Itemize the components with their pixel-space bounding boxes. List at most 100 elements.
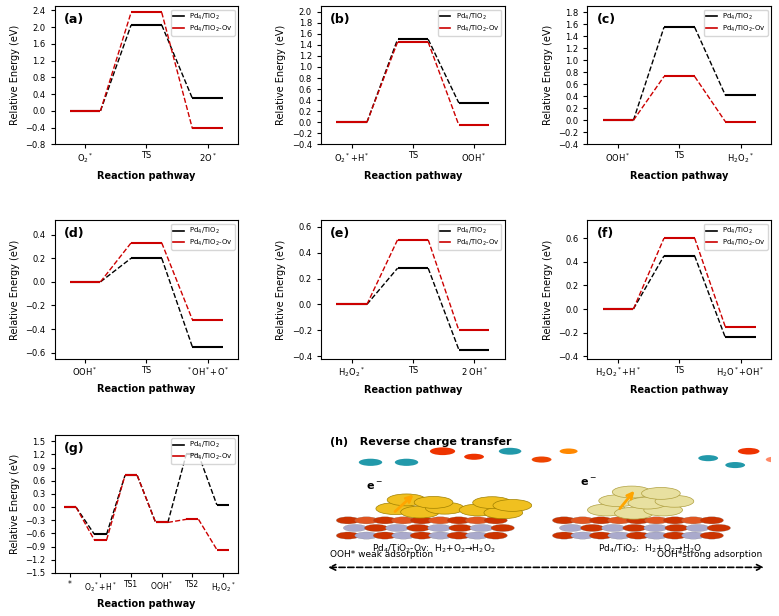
Circle shape <box>410 517 434 524</box>
Circle shape <box>552 517 576 524</box>
Y-axis label: Relative Energy (eV): Relative Energy (eV) <box>9 240 19 339</box>
Circle shape <box>665 524 689 532</box>
Legend: Pd$_4$/TiO$_2$, Pd$_4$/TiO$_2$-Ov: Pd$_4$/TiO$_2$, Pd$_4$/TiO$_2$-Ov <box>704 10 768 36</box>
Circle shape <box>698 455 718 461</box>
X-axis label: Reaction pathway: Reaction pathway <box>630 171 728 180</box>
Circle shape <box>473 496 512 509</box>
Circle shape <box>628 497 667 509</box>
Circle shape <box>626 517 650 524</box>
X-axis label: Reaction pathway: Reaction pathway <box>364 385 462 395</box>
Circle shape <box>552 532 576 539</box>
Circle shape <box>430 447 455 455</box>
Text: Pd$_4$/TiO$_2$-Ov:  H$_2$+O$_2$→H$_2$O$_2$: Pd$_4$/TiO$_2$-Ov: H$_2$+O$_2$→H$_2$O$_2… <box>372 543 495 555</box>
Circle shape <box>428 517 452 524</box>
Circle shape <box>425 502 464 514</box>
Circle shape <box>376 503 414 514</box>
Circle shape <box>392 517 415 524</box>
Text: (d): (d) <box>64 227 84 240</box>
Circle shape <box>686 524 710 532</box>
Text: (b): (b) <box>330 13 351 26</box>
Circle shape <box>386 524 409 532</box>
Legend: Pd$_4$/TiO$_2$, Pd$_4$/TiO$_2$-Ov: Pd$_4$/TiO$_2$, Pd$_4$/TiO$_2$-Ov <box>171 438 234 464</box>
Circle shape <box>449 524 472 532</box>
X-axis label: Reaction pathway: Reaction pathway <box>630 385 728 395</box>
Text: (h)   Reverse charge transfer: (h) Reverse charge transfer <box>330 437 512 447</box>
Circle shape <box>590 517 613 524</box>
Circle shape <box>682 532 705 539</box>
Y-axis label: Relative Energy (eV): Relative Energy (eV) <box>277 25 286 126</box>
Circle shape <box>643 524 667 532</box>
Text: (e): (e) <box>330 227 351 240</box>
Circle shape <box>414 496 453 508</box>
Circle shape <box>682 517 705 524</box>
Circle shape <box>484 517 507 524</box>
Circle shape <box>491 524 514 532</box>
Circle shape <box>447 532 471 539</box>
Circle shape <box>532 456 552 463</box>
Circle shape <box>587 504 626 516</box>
Y-axis label: Relative Energy (eV): Relative Energy (eV) <box>543 240 553 339</box>
Circle shape <box>410 532 434 539</box>
Text: Pd$_4$/TiO$_2$:  H$_2$+O$_2$→H$_2$O: Pd$_4$/TiO$_2$: H$_2$+O$_2$→H$_2$O <box>597 543 702 555</box>
Circle shape <box>373 517 397 524</box>
X-axis label: Reaction pathway: Reaction pathway <box>97 171 196 180</box>
Circle shape <box>738 448 760 455</box>
Text: OOH* weak adsorption: OOH* weak adsorption <box>330 550 433 559</box>
Circle shape <box>459 504 498 516</box>
Legend: Pd$_4$/TiO$_2$, Pd$_4$/TiO$_2$-Ov: Pd$_4$/TiO$_2$, Pd$_4$/TiO$_2$-Ov <box>171 224 234 250</box>
Circle shape <box>359 459 382 466</box>
Y-axis label: Relative Energy (eV): Relative Energy (eV) <box>277 240 286 339</box>
Y-axis label: Relative Energy (eV): Relative Energy (eV) <box>9 25 19 126</box>
Circle shape <box>493 500 532 511</box>
X-axis label: Reaction pathway: Reaction pathway <box>97 599 196 609</box>
Circle shape <box>559 448 577 454</box>
Circle shape <box>365 524 388 532</box>
Circle shape <box>354 532 378 539</box>
Text: (a): (a) <box>64 13 84 26</box>
Circle shape <box>663 532 686 539</box>
Circle shape <box>608 517 631 524</box>
Circle shape <box>466 517 489 524</box>
Circle shape <box>407 524 430 532</box>
Circle shape <box>559 524 583 532</box>
Circle shape <box>499 448 521 455</box>
Legend: Pd$_4$/TiO$_2$, Pd$_4$/TiO$_2$-Ov: Pd$_4$/TiO$_2$, Pd$_4$/TiO$_2$-Ov <box>438 10 501 36</box>
Circle shape <box>373 532 397 539</box>
Circle shape <box>700 532 724 539</box>
Circle shape <box>707 524 731 532</box>
Circle shape <box>599 495 637 507</box>
Circle shape <box>387 494 426 506</box>
Circle shape <box>608 532 631 539</box>
Circle shape <box>601 524 625 532</box>
Circle shape <box>400 506 439 518</box>
Circle shape <box>354 517 378 524</box>
Text: (g): (g) <box>64 442 84 455</box>
Circle shape <box>484 507 523 519</box>
Circle shape <box>464 454 484 460</box>
Text: (f): (f) <box>597 227 614 240</box>
Circle shape <box>622 524 646 532</box>
Y-axis label: Relative Energy (eV): Relative Energy (eV) <box>543 25 553 126</box>
Circle shape <box>590 532 613 539</box>
Circle shape <box>645 517 668 524</box>
Circle shape <box>571 532 594 539</box>
Text: OOH*strong adsorption: OOH*strong adsorption <box>657 550 762 559</box>
X-axis label: Reaction pathway: Reaction pathway <box>364 171 462 180</box>
Text: e$^-$: e$^-$ <box>366 481 382 492</box>
Circle shape <box>428 532 452 539</box>
Text: (c): (c) <box>597 13 615 26</box>
Circle shape <box>663 517 686 524</box>
Circle shape <box>645 532 668 539</box>
Circle shape <box>766 456 779 463</box>
Circle shape <box>392 532 415 539</box>
Legend: Pd$_4$/TiO$_2$, Pd$_4$/TiO$_2$-Ov: Pd$_4$/TiO$_2$, Pd$_4$/TiO$_2$-Ov <box>438 224 501 250</box>
Circle shape <box>655 495 694 507</box>
X-axis label: Reaction pathway: Reaction pathway <box>97 384 196 394</box>
Circle shape <box>612 486 651 498</box>
Circle shape <box>466 532 489 539</box>
Circle shape <box>643 504 682 516</box>
Circle shape <box>725 462 745 468</box>
Legend: Pd$_4$/TiO$_2$, Pd$_4$/TiO$_2$-Ov: Pd$_4$/TiO$_2$, Pd$_4$/TiO$_2$-Ov <box>171 10 234 36</box>
Circle shape <box>428 524 451 532</box>
Circle shape <box>580 524 604 532</box>
